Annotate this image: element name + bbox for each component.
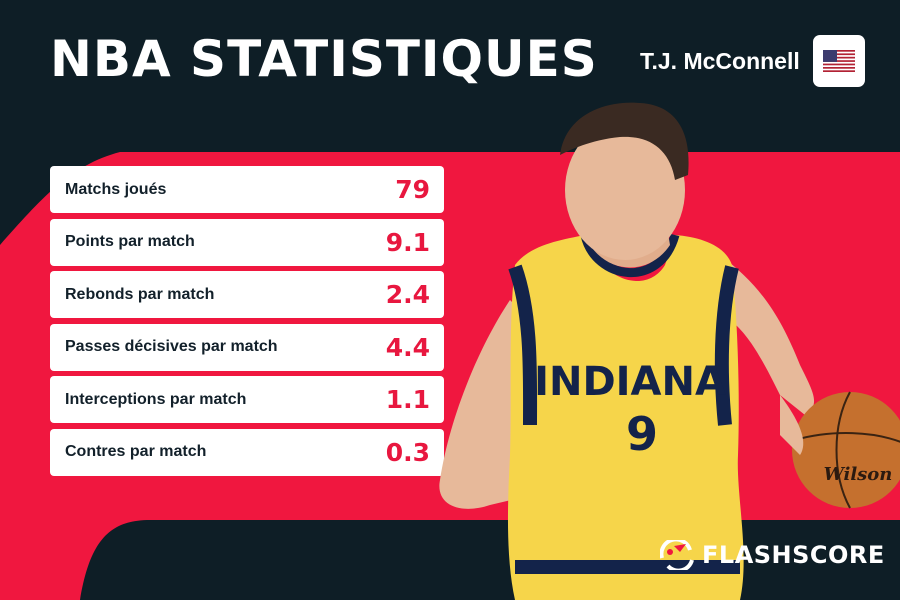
jersey-number-text: 9 xyxy=(626,407,658,461)
stats-table: Matchs joués 79 Points par match 9.1 Reb… xyxy=(50,166,444,481)
page-title: NBA STATISTIQUES xyxy=(50,30,598,88)
stat-label: Contres par match xyxy=(65,443,207,460)
stat-row-games: Matchs joués 79 xyxy=(50,166,444,213)
stat-row-steals: Interceptions par match 1.1 xyxy=(50,376,444,423)
ball-brand-text: Wilson xyxy=(824,464,893,485)
stat-label: Passes décisives par match xyxy=(65,338,278,355)
stat-value: 4.4 xyxy=(385,332,430,362)
stat-value: 1.1 xyxy=(385,385,430,414)
stat-label: Matchs joués xyxy=(65,180,167,198)
player-name: T.J. McConnell xyxy=(640,48,800,74)
stat-row-rebounds: Rebonds par match 2.4 xyxy=(50,271,444,318)
jersey-team-text: INDIANA xyxy=(534,359,726,405)
us-flag-icon xyxy=(813,35,865,87)
stat-value: 2.4 xyxy=(385,280,430,309)
stat-label: Rebonds par match xyxy=(65,285,215,303)
brand-logo: FLASHSCORE xyxy=(660,540,885,570)
flashscore-logo-icon xyxy=(660,540,694,570)
player-photo: INDIANA 9 Wilson xyxy=(439,102,900,600)
stat-value: 79 xyxy=(395,175,430,204)
stat-label: Interceptions par match xyxy=(65,390,247,408)
stat-value: 0.3 xyxy=(385,437,430,467)
stat-row-assists: Passes décisives par match 4.4 xyxy=(50,323,444,371)
brand-name: FLASHSCORE xyxy=(702,541,885,569)
stat-value: 9.1 xyxy=(385,227,430,257)
stat-row-points: Points par match 9.1 xyxy=(50,218,444,266)
stat-label: Points par match xyxy=(65,233,195,250)
stat-row-blocks: Contres par match 0.3 xyxy=(50,428,444,476)
basketball-icon xyxy=(792,392,900,508)
